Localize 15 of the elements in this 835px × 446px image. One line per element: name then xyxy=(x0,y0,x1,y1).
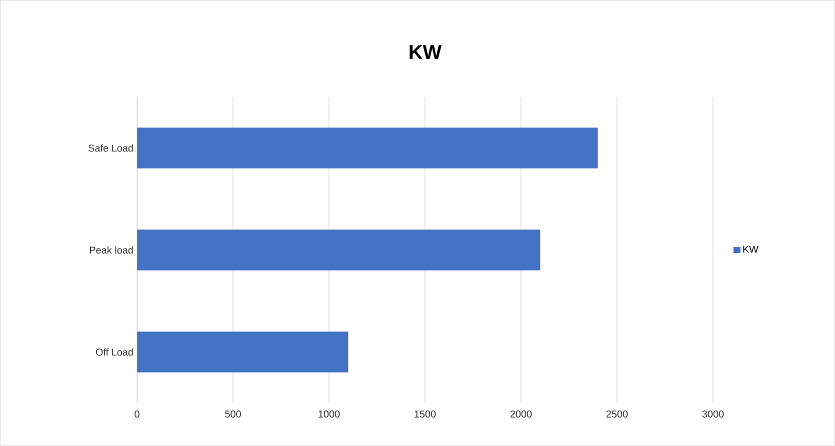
bar xyxy=(137,128,598,168)
y-tick-label: Off Load xyxy=(96,348,133,356)
y-tick-label: Safe Load xyxy=(88,144,133,152)
x-tick-label: 2000 xyxy=(510,410,532,418)
chart-title: KW xyxy=(410,45,442,59)
x-tick-label: 1000 xyxy=(318,410,340,418)
x-tick-label: 500 xyxy=(225,410,241,418)
x-tick-label: 1500 xyxy=(414,410,436,418)
bar xyxy=(137,332,348,372)
x-tick-label: 3000 xyxy=(702,410,724,418)
y-tick-label: Peak load xyxy=(90,246,133,254)
legend-label: KW xyxy=(743,246,758,253)
x-tick-label: 0 xyxy=(134,410,140,418)
bar xyxy=(137,230,540,270)
x-tick-label: 2500 xyxy=(606,410,628,418)
